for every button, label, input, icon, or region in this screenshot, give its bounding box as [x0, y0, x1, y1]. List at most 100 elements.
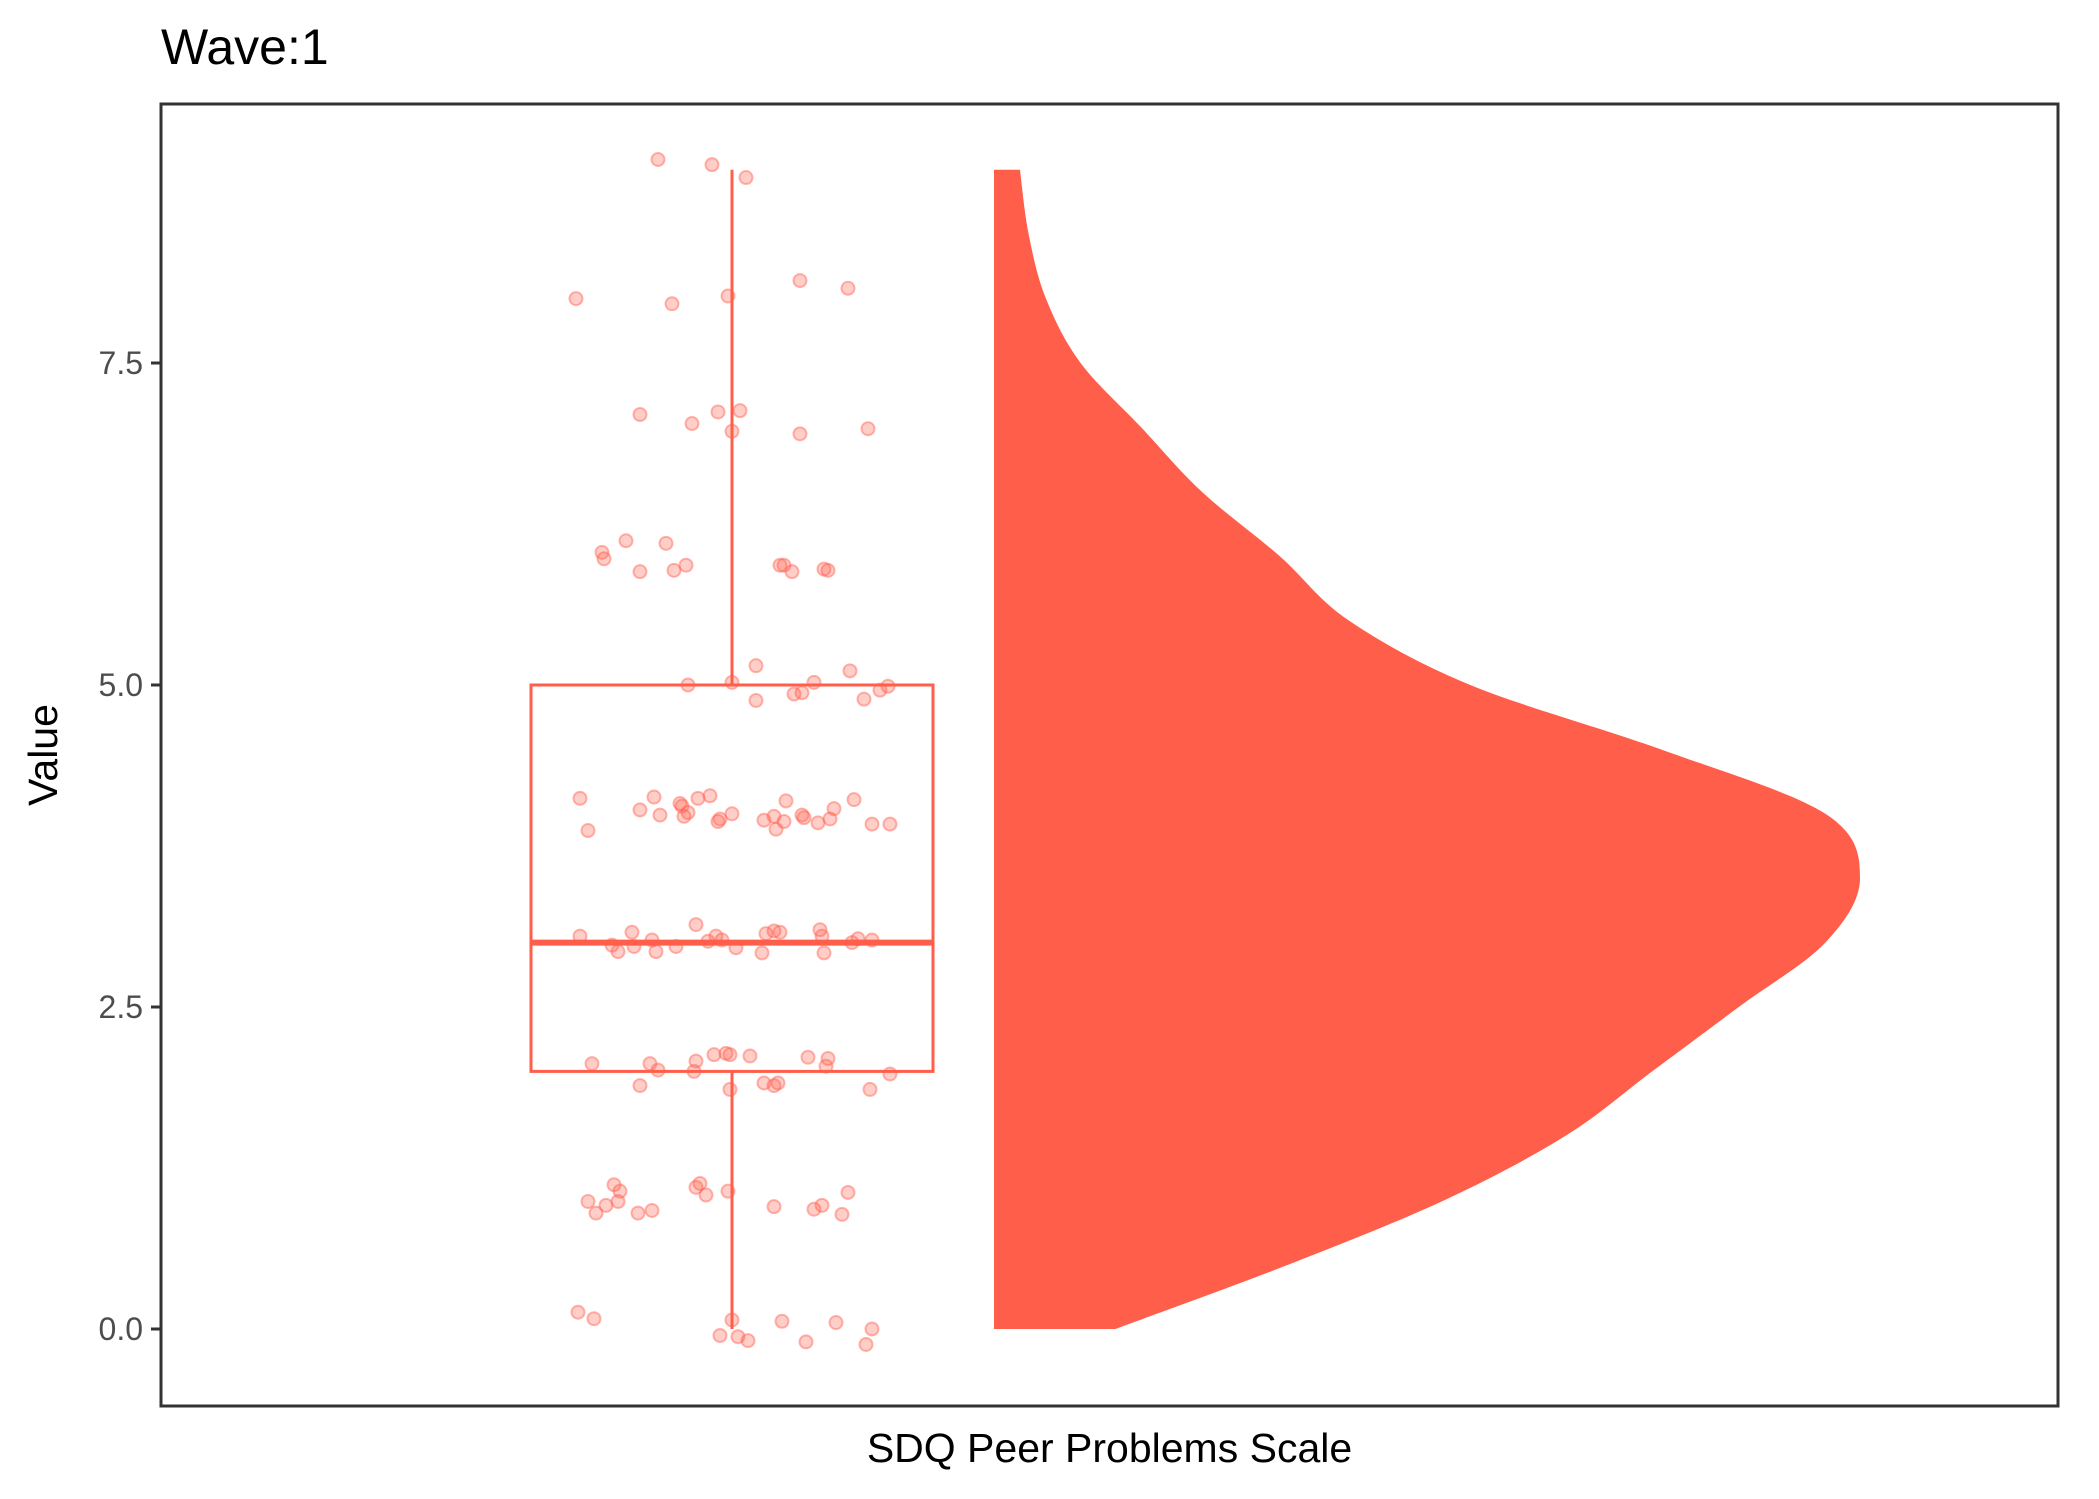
data-point — [572, 790, 588, 806]
data-point — [794, 685, 810, 701]
data-point — [624, 924, 640, 940]
boxplot-box — [529, 683, 935, 1073]
plot-area — [529, 151, 1860, 1352]
data-point — [690, 790, 706, 806]
data-point — [596, 551, 612, 567]
x-axis-title: SDQ Peer Problems Scale — [867, 1425, 1352, 1471]
data-point — [580, 1193, 596, 1209]
data-point — [706, 1047, 722, 1063]
data-point — [786, 686, 802, 702]
data-point — [738, 170, 754, 186]
data-point — [678, 557, 694, 573]
data-point — [812, 922, 828, 938]
data-point — [676, 808, 692, 824]
data-point — [652, 807, 668, 823]
data-point — [858, 1336, 874, 1352]
data-point — [774, 1313, 790, 1329]
data-point — [632, 407, 648, 423]
data-point — [766, 1078, 782, 1094]
data-point — [856, 691, 872, 707]
data-point — [646, 789, 662, 805]
data-point — [776, 557, 792, 573]
y-tick-label: 7.5 — [99, 345, 143, 381]
data-point — [650, 151, 666, 167]
data-point — [772, 924, 788, 940]
data-point — [692, 1175, 708, 1191]
data-point — [816, 945, 832, 961]
data-point — [742, 1048, 758, 1064]
data-point — [806, 1201, 822, 1217]
data-point — [820, 1051, 836, 1067]
data-point — [776, 814, 792, 830]
data-point — [588, 1205, 604, 1221]
data-point — [772, 557, 788, 573]
y-axis: 0.0 2.5 5.0 7.5 — [99, 345, 161, 1347]
data-point — [632, 802, 648, 818]
data-point — [754, 945, 770, 961]
data-point — [864, 1321, 880, 1337]
data-point — [594, 544, 610, 560]
data-point — [766, 923, 782, 939]
jitter-points-layer — [568, 151, 898, 1352]
data-point — [842, 663, 858, 679]
data-point — [698, 1187, 714, 1203]
data-point — [826, 801, 842, 817]
data-point — [778, 793, 794, 809]
data-point — [840, 280, 856, 296]
data-point — [724, 806, 740, 822]
data-point — [710, 814, 726, 830]
data-point — [794, 807, 810, 823]
data-point — [644, 1203, 660, 1219]
data-point — [612, 1183, 628, 1199]
data-point — [810, 815, 826, 831]
data-point — [862, 1081, 878, 1097]
violin-density — [994, 169, 1860, 1329]
data-point — [770, 1075, 786, 1091]
data-point — [702, 788, 718, 804]
data-point — [718, 1045, 734, 1061]
data-point — [816, 561, 832, 577]
data-point — [710, 404, 726, 420]
data-point — [768, 821, 784, 837]
data-point — [882, 1066, 898, 1082]
chart-title: Wave:1 — [161, 19, 329, 75]
data-point — [712, 1327, 728, 1343]
data-point — [580, 823, 596, 839]
data-point — [722, 1081, 738, 1097]
data-point — [806, 674, 822, 690]
data-point — [688, 1053, 704, 1069]
data-point — [834, 1206, 850, 1222]
data-point — [796, 810, 812, 826]
data-point — [828, 1315, 844, 1331]
data-point — [882, 816, 898, 832]
data-point — [568, 291, 584, 307]
data-point — [846, 792, 862, 808]
data-point — [784, 564, 800, 580]
data-point — [632, 564, 648, 580]
data-point — [610, 1193, 626, 1209]
data-point — [748, 692, 764, 708]
y-tick-label: 5.0 — [99, 667, 143, 703]
data-point — [792, 273, 808, 289]
data-point — [598, 1197, 614, 1213]
data-point — [814, 1197, 830, 1213]
data-point — [648, 944, 664, 960]
data-point — [684, 416, 700, 432]
data-point — [864, 816, 880, 832]
data-point — [672, 795, 688, 811]
y-tick-label: 0.0 — [99, 1311, 143, 1347]
data-point — [674, 798, 690, 814]
data-point — [688, 1179, 704, 1195]
data-point — [664, 296, 680, 312]
data-point — [712, 811, 728, 827]
data-point — [610, 944, 626, 960]
data-point — [766, 1199, 782, 1215]
data-point — [632, 1078, 648, 1094]
boxplot — [529, 169, 935, 1329]
data-point — [756, 1075, 772, 1091]
data-point — [766, 808, 782, 824]
data-point — [688, 917, 704, 933]
data-point — [730, 1329, 746, 1345]
data-point — [680, 805, 696, 821]
